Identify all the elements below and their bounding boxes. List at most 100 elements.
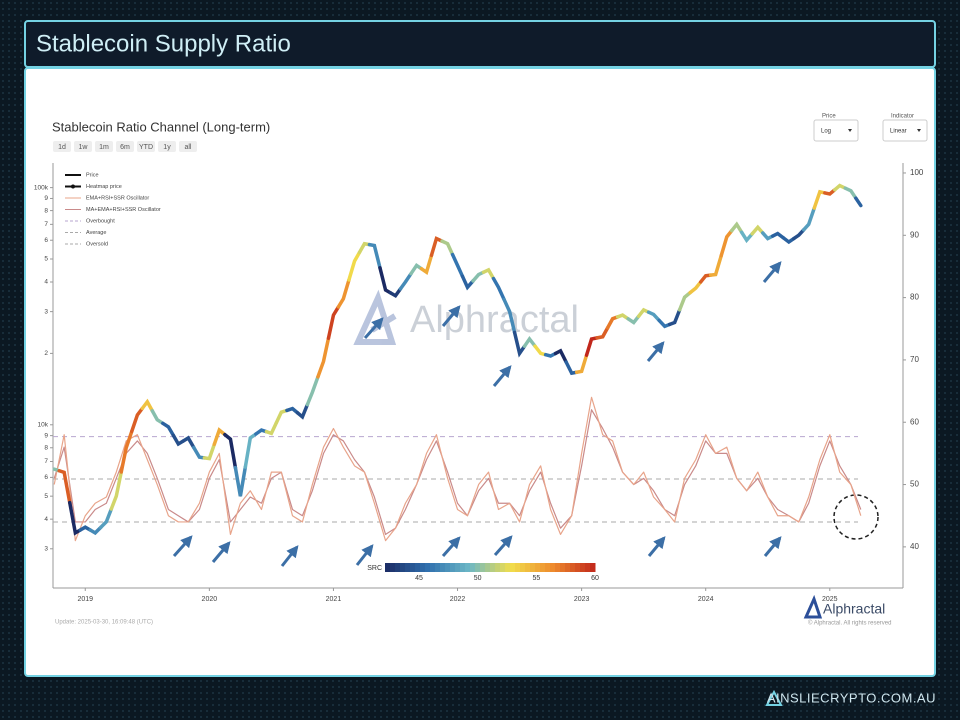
y-tick-label: 7 bbox=[44, 221, 48, 228]
dropdown-label: Price bbox=[822, 114, 836, 120]
legend-label: MA+EMA+RSI+SSR Oscillator bbox=[86, 207, 161, 213]
range-button-label: 1m bbox=[99, 144, 109, 151]
heatmap-price-segment bbox=[233, 465, 248, 497]
x-tick-label: 2021 bbox=[326, 596, 342, 603]
y-tick-label: 6 bbox=[44, 474, 48, 481]
colorbar-tick-label: 60 bbox=[591, 575, 599, 582]
heatmap-price-segment bbox=[543, 351, 558, 358]
heatmap-price-segment bbox=[130, 406, 145, 434]
heatmap-price-segment bbox=[202, 442, 217, 461]
colorbar-cell bbox=[455, 563, 461, 572]
colorbar-cell bbox=[535, 563, 541, 572]
colorbar-cell bbox=[390, 563, 396, 572]
colorbar-cell bbox=[385, 563, 391, 572]
oscillator-line bbox=[53, 396, 862, 542]
y2-tick-label: 90 bbox=[910, 230, 919, 239]
update-note: Update: 2025-03-30, 16:09:48 (UTC) bbox=[55, 620, 153, 626]
y-tick-label: 4 bbox=[44, 516, 48, 523]
colorbar-label: SRC bbox=[367, 565, 382, 572]
y-tick-label: 8 bbox=[44, 444, 48, 451]
heatmap-price-segment bbox=[843, 186, 858, 200]
range-button-label: all bbox=[184, 144, 191, 151]
heatmap-price-segment bbox=[429, 236, 444, 258]
heatmap-price-segment bbox=[419, 253, 434, 275]
colorbar-cell bbox=[420, 563, 426, 572]
range-button-label: 1y bbox=[163, 144, 171, 151]
heatmap-price-segment bbox=[584, 336, 599, 357]
x-tick-label: 2024 bbox=[698, 596, 714, 603]
heatmap-price-segment bbox=[688, 280, 703, 295]
heatmap-price-segment bbox=[792, 228, 806, 241]
heatmap-price-segment bbox=[171, 433, 186, 447]
heatmap-price-segment bbox=[854, 196, 863, 208]
colorbar-tick-label: 50 bbox=[474, 575, 482, 582]
heatmap-price-segment bbox=[605, 315, 620, 330]
colorbar-cell bbox=[440, 563, 446, 572]
footer-logo bbox=[765, 689, 783, 706]
heatmap-price-segment bbox=[119, 429, 134, 474]
colorbar-cell bbox=[470, 563, 476, 572]
heatmap-price-segment bbox=[615, 313, 630, 321]
colorbar-cell bbox=[485, 563, 491, 572]
heatmap-price-segment bbox=[781, 236, 796, 245]
colorbar-cell bbox=[500, 563, 506, 572]
colorbar-cell bbox=[555, 563, 561, 572]
legend-label: Price bbox=[86, 172, 99, 178]
colorbar-tick-label: 45 bbox=[415, 575, 423, 582]
colorbar-cell bbox=[410, 563, 416, 572]
colorbar-cell bbox=[510, 563, 516, 572]
colorbar-cell bbox=[530, 563, 536, 572]
y-tick-label: 9 bbox=[44, 432, 48, 439]
colorbar-cell bbox=[465, 563, 471, 572]
heatmap-price-segment bbox=[99, 507, 114, 530]
heatmap-price-segment bbox=[491, 276, 506, 302]
heatmap-price-segment bbox=[409, 262, 424, 276]
watermark-text: Alphractal bbox=[410, 299, 579, 341]
y-tick-label: 3 bbox=[44, 546, 48, 553]
heatmap-price-segment bbox=[471, 270, 486, 283]
colorbar-cell bbox=[435, 563, 441, 572]
content-panel bbox=[24, 67, 936, 677]
heatmap-price-segment bbox=[730, 221, 744, 235]
heatmap-price-segment bbox=[326, 305, 341, 341]
heatmap-price-segment bbox=[667, 308, 682, 327]
heatmap-price-segment bbox=[833, 183, 848, 192]
y2-tick-label: 40 bbox=[910, 542, 919, 551]
legend-label: Heatmap price bbox=[86, 184, 122, 190]
range-button bbox=[53, 141, 71, 152]
colorbar-cell bbox=[540, 563, 546, 572]
x-tick-label: 2020 bbox=[202, 596, 218, 603]
heatmap-price-segment bbox=[305, 375, 320, 407]
heatmap-price-segment bbox=[88, 525, 103, 536]
heatmap-price-segment bbox=[440, 239, 455, 257]
heatmap-price-segment bbox=[481, 267, 496, 281]
colorbar-cell bbox=[475, 563, 481, 572]
heatmap-price-segment bbox=[57, 469, 72, 505]
x-tick-label: 2022 bbox=[450, 596, 466, 603]
colorbar-cell bbox=[560, 563, 566, 572]
brand: Alphractal bbox=[823, 601, 885, 617]
heatmap-price-segment bbox=[677, 290, 692, 312]
legend-label: Average bbox=[86, 230, 106, 236]
y-tick-label: 6 bbox=[44, 237, 48, 244]
heatmap-price-segment bbox=[522, 336, 537, 348]
dropdown-value: Linear bbox=[890, 129, 907, 135]
brand-logo bbox=[803, 594, 823, 619]
range-button-label: YTD bbox=[139, 144, 153, 151]
dropdown-label: Indicator bbox=[891, 114, 914, 120]
annotation-arrows bbox=[172, 261, 782, 567]
heatmap-price-segment bbox=[161, 421, 176, 438]
heatmap-price-segment bbox=[708, 253, 723, 277]
heatmap-price-segment bbox=[646, 310, 661, 323]
colorbar-cell bbox=[400, 563, 406, 572]
heatmap-price-segment bbox=[223, 432, 238, 470]
footer: AINSLIECRYPTO.COM.AU bbox=[767, 690, 936, 705]
dropdown-value: Log bbox=[821, 129, 831, 135]
range-button bbox=[116, 141, 134, 152]
y-tick-label: 5 bbox=[44, 493, 48, 500]
colorbar-cell bbox=[415, 563, 421, 572]
legend-dot bbox=[71, 184, 75, 189]
colorbar-tick-label: 55 bbox=[532, 575, 540, 582]
